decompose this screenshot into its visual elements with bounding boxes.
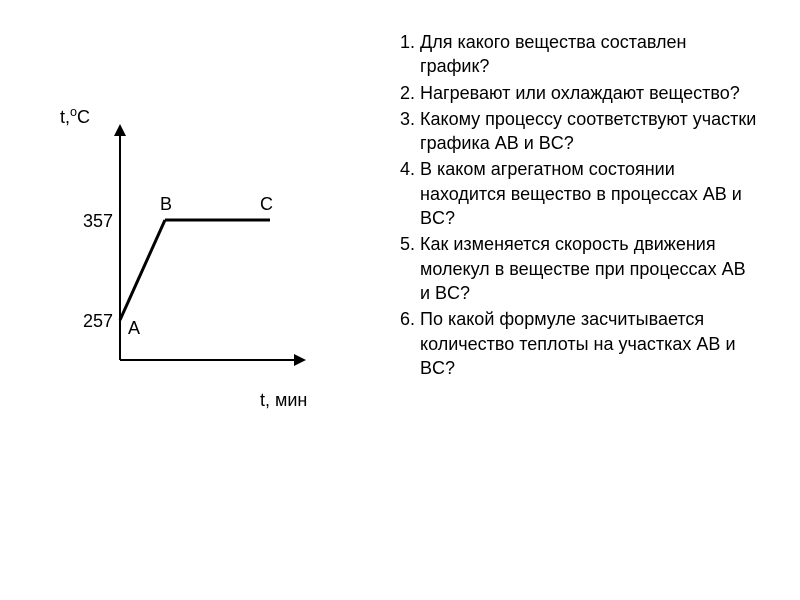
question-item: Для какого вещества составлен график?	[420, 30, 760, 79]
segment-ab	[120, 220, 165, 320]
chart-container: t,oC 357 257 A B C t, мин	[60, 110, 340, 410]
question-item: Нагревают или охлаждают вещество?	[420, 81, 760, 105]
chart-column: t,oC 357 257 A B C t, мин	[40, 30, 360, 570]
x-axis-arrow-icon	[294, 354, 306, 366]
chart-svg	[60, 110, 320, 390]
questions-column: Для какого вещества составлен график? На…	[360, 30, 760, 570]
question-item: По какой формуле засчитывается количеств…	[420, 307, 760, 380]
questions-list: Для какого вещества составлен график? На…	[390, 30, 760, 380]
question-item: Как изменяется скорость движения молекул…	[420, 232, 760, 305]
question-item: В каком агрегатном состоянии находится в…	[420, 157, 760, 230]
x-axis-label: t, мин	[260, 390, 307, 411]
y-axis-arrow-icon	[114, 124, 126, 136]
question-item: Какому процессу соответствуют участки гр…	[420, 107, 760, 156]
